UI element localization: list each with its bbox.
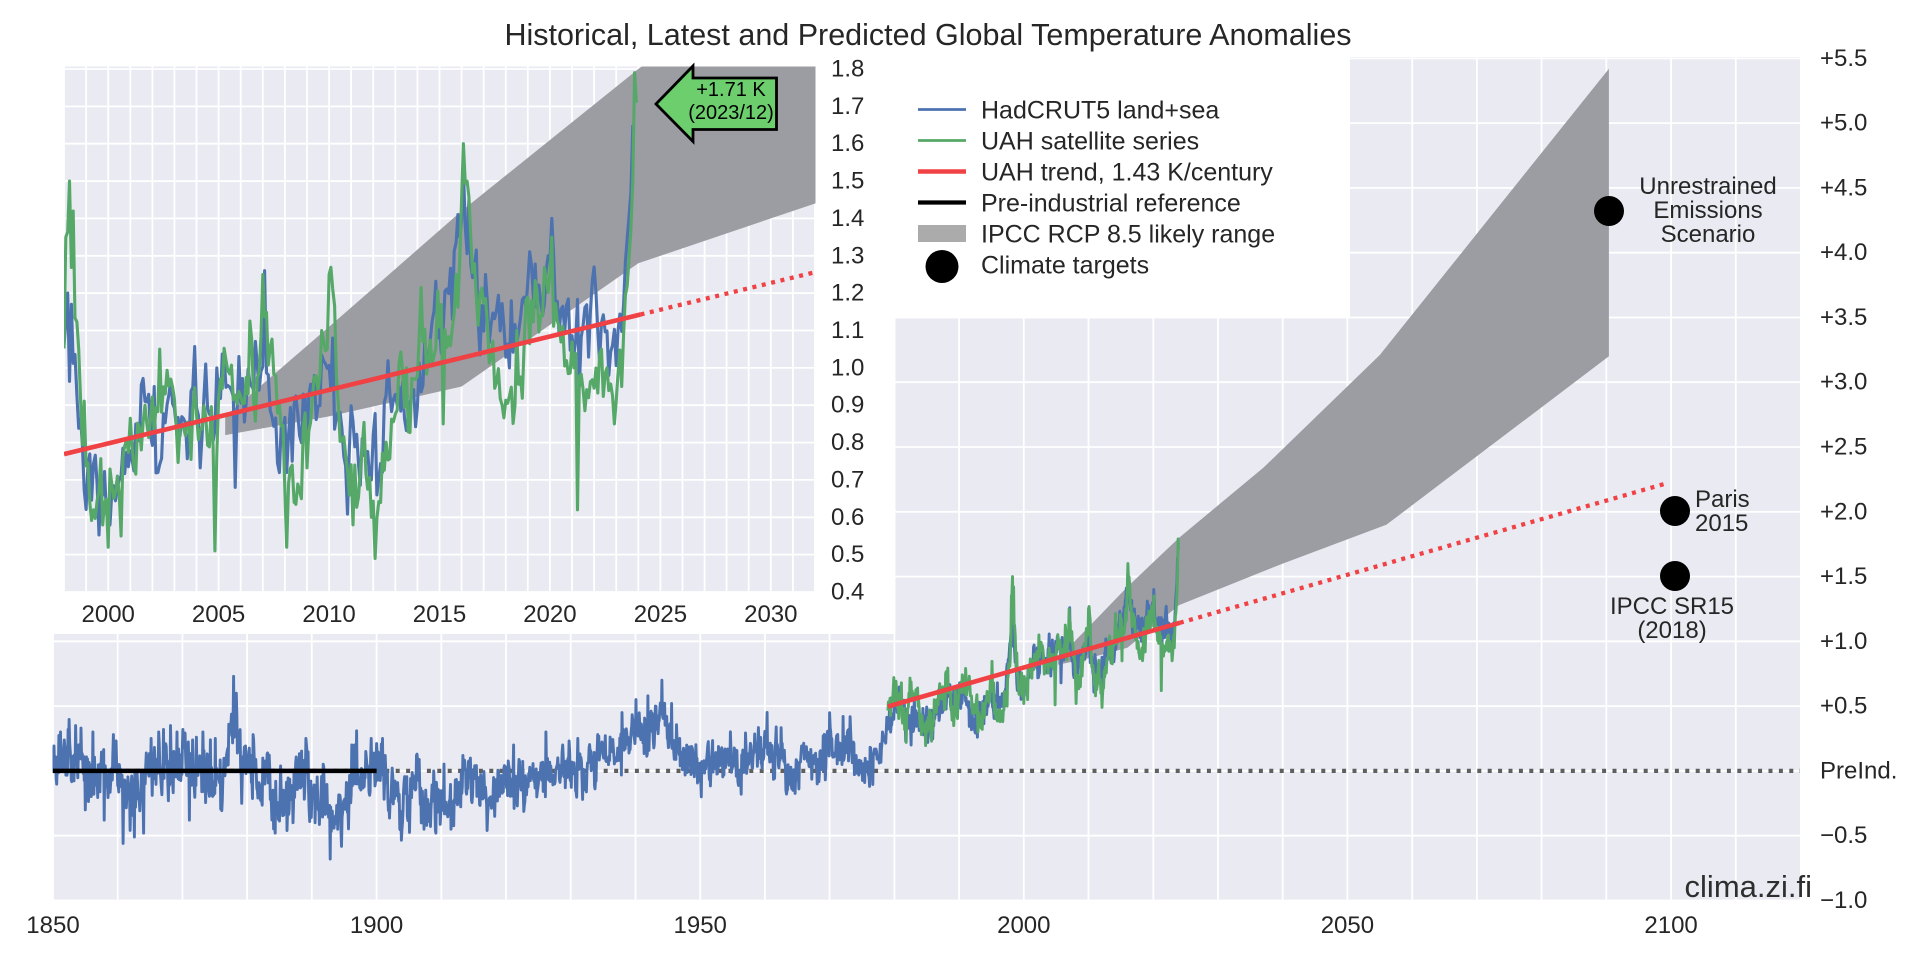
svg-text:0.4: 0.4 [831,579,864,606]
svg-text:2000: 2000 [997,912,1050,939]
svg-text:+5.0: +5.0 [1820,110,1867,137]
svg-text:1950: 1950 [674,912,727,939]
svg-text:+1.71 K: +1.71 K [696,79,766,101]
svg-text:2005: 2005 [192,601,245,628]
svg-text:HadCRUT5 land+sea: HadCRUT5 land+sea [981,97,1219,125]
svg-text:Emissions: Emissions [1653,197,1762,224]
svg-text:1.0: 1.0 [831,354,864,381]
svg-text:1.2: 1.2 [831,280,864,307]
svg-text:IPCC SR15: IPCC SR15 [1610,593,1734,620]
svg-text:0.8: 0.8 [831,429,864,456]
svg-text:1.3: 1.3 [831,242,864,269]
svg-text:2015: 2015 [413,601,466,628]
svg-text:2030: 2030 [744,601,797,628]
svg-text:0.5: 0.5 [831,541,864,568]
svg-text:1.1: 1.1 [831,317,864,344]
svg-text:2010: 2010 [302,601,355,628]
svg-text:+2.0: +2.0 [1820,498,1867,525]
svg-text:IPCC RCP 8.5 likely range: IPCC RCP 8.5 likely range [981,221,1275,249]
svg-text:2050: 2050 [1321,912,1374,939]
svg-text:1850: 1850 [26,912,79,939]
svg-text:0.7: 0.7 [831,466,864,493]
svg-text:+5.5: +5.5 [1820,45,1867,72]
svg-text:2000: 2000 [82,601,135,628]
svg-text:1.5: 1.5 [831,168,864,195]
svg-text:(2023/12): (2023/12) [688,102,774,124]
svg-text:Pre-industrial reference: Pre-industrial reference [981,190,1241,218]
svg-text:UAH satellite series: UAH satellite series [981,128,1199,156]
svg-text:+0.5: +0.5 [1820,693,1867,720]
svg-text:1.6: 1.6 [831,130,864,157]
svg-text:Historical, Latest and Predict: Historical, Latest and Predicted Global … [504,18,1351,52]
svg-text:Scenario: Scenario [1661,221,1756,248]
svg-text:UAH trend, 1.43 K/century: UAH trend, 1.43 K/century [981,159,1273,187]
svg-text:1.7: 1.7 [831,93,864,120]
svg-text:−1.0: −1.0 [1820,887,1867,914]
svg-text:(2018): (2018) [1637,617,1706,644]
svg-text:2020: 2020 [523,601,576,628]
svg-text:Paris: Paris [1695,486,1750,513]
svg-text:2015: 2015 [1695,510,1748,537]
svg-text:clima.zi.fi: clima.zi.fi [1685,869,1812,904]
svg-text:1.8: 1.8 [831,56,864,83]
svg-text:0.9: 0.9 [831,392,864,419]
svg-text:0.6: 0.6 [831,504,864,531]
svg-text:+1.0: +1.0 [1820,628,1867,655]
svg-text:Unrestrained: Unrestrained [1639,173,1776,200]
svg-text:+4.0: +4.0 [1820,239,1867,266]
svg-text:+1.5: +1.5 [1820,563,1867,590]
svg-text:+4.5: +4.5 [1820,174,1867,201]
svg-text:−0.5: −0.5 [1820,822,1867,849]
svg-text:Climate targets: Climate targets [981,252,1149,280]
svg-text:+2.5: +2.5 [1820,434,1867,461]
svg-text:+3.5: +3.5 [1820,304,1867,331]
svg-text:1900: 1900 [350,912,403,939]
svg-text:2100: 2100 [1644,912,1697,939]
svg-text:1.4: 1.4 [831,205,864,232]
svg-text:+3.0: +3.0 [1820,369,1867,396]
svg-text:2025: 2025 [634,601,687,628]
svg-text:PreInd.: PreInd. [1820,757,1897,784]
